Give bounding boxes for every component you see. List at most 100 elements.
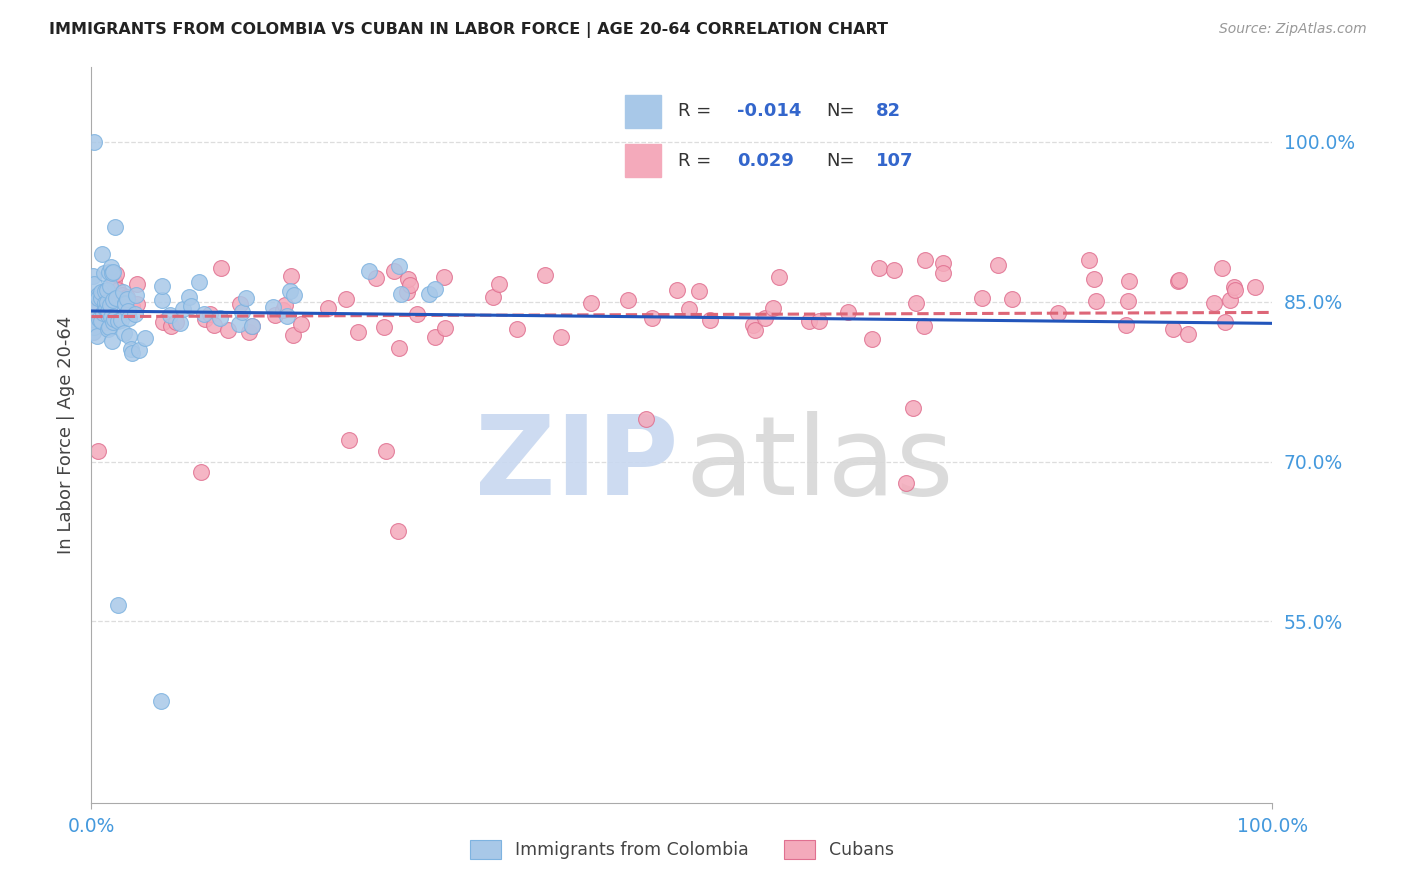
Text: 82: 82 [876, 103, 901, 120]
Point [1083, 271, 1105, 285]
Point [83, 135, 105, 149]
Point [1211, 260, 1233, 275]
Point [179, 290, 201, 304]
Point [665, 283, 688, 297]
Point [103, 265, 125, 279]
Point [105, 291, 128, 305]
Point [125, 288, 148, 302]
Point [128, 343, 150, 357]
Point [125, 296, 148, 310]
Text: R =: R = [678, 103, 711, 120]
Text: Source: ZipAtlas.com: Source: ZipAtlas.com [1219, 22, 1367, 37]
Point [91, 247, 114, 261]
Point [90, 305, 112, 319]
Point [405, 307, 427, 321]
Point [94, 315, 117, 329]
Bar [624, 144, 661, 178]
Point [118, 310, 141, 325]
Point [894, 475, 917, 490]
Point [228, 317, 250, 331]
Point [120, 342, 142, 356]
Point [160, 319, 183, 334]
Point [87, 312, 110, 326]
Point [90, 291, 112, 305]
Point [159, 309, 181, 323]
Point [103, 273, 125, 287]
Point [281, 328, 304, 343]
Point [96, 295, 118, 310]
Point [107, 284, 129, 298]
Point [121, 299, 143, 313]
Point [100, 310, 122, 324]
Point [91, 305, 114, 319]
Point [488, 277, 510, 291]
Point [1215, 315, 1237, 329]
Point [208, 310, 231, 325]
Point [98, 298, 121, 312]
Point [104, 219, 127, 234]
Point [217, 323, 239, 337]
Point [98, 264, 121, 278]
Point [90, 314, 112, 328]
Point [107, 599, 129, 613]
Point [112, 326, 135, 341]
Point [278, 284, 301, 298]
Point [283, 288, 305, 302]
Point [165, 315, 187, 329]
Point [754, 310, 776, 325]
Point [1115, 318, 1137, 332]
Point [359, 264, 381, 278]
Point [634, 412, 657, 426]
Point [240, 318, 263, 333]
Point [883, 262, 905, 277]
Point [235, 291, 257, 305]
Point [373, 319, 395, 334]
Point [335, 292, 357, 306]
Point [616, 293, 638, 308]
Point [103, 315, 125, 329]
Point [433, 269, 456, 284]
Point [115, 292, 138, 306]
Point [263, 308, 285, 322]
Point [262, 300, 284, 314]
Point [860, 332, 883, 346]
Point [87, 288, 110, 302]
Point [82, 269, 104, 284]
Text: -0.014: -0.014 [737, 103, 801, 120]
Point [395, 285, 418, 299]
Point [238, 325, 260, 339]
Point [797, 314, 820, 328]
Point [107, 314, 129, 328]
Point [82, 292, 104, 306]
Point [388, 342, 411, 356]
Point [425, 281, 447, 295]
Point [87, 443, 110, 458]
Point [180, 299, 202, 313]
Point [481, 290, 503, 304]
Text: atlas: atlas [686, 411, 953, 517]
Point [150, 293, 173, 308]
Point [115, 290, 138, 304]
Point [914, 252, 936, 267]
Text: N=: N= [827, 103, 855, 120]
Point [837, 304, 859, 318]
Point [339, 433, 361, 447]
Point [115, 292, 138, 306]
Point [271, 303, 294, 318]
Point [396, 272, 419, 286]
Point [1167, 275, 1189, 289]
Point [346, 326, 368, 340]
Point [93, 266, 115, 280]
Point [118, 328, 141, 343]
Point [121, 345, 143, 359]
Point [1204, 295, 1226, 310]
Text: 107: 107 [876, 152, 914, 169]
Point [280, 269, 302, 284]
Legend: Immigrants from Colombia, Cubans: Immigrants from Colombia, Cubans [461, 831, 903, 868]
Point [240, 319, 263, 334]
Point [97, 308, 120, 322]
Text: R =: R = [678, 152, 711, 169]
Point [117, 304, 139, 318]
Point [82, 325, 104, 339]
Point [640, 311, 662, 326]
